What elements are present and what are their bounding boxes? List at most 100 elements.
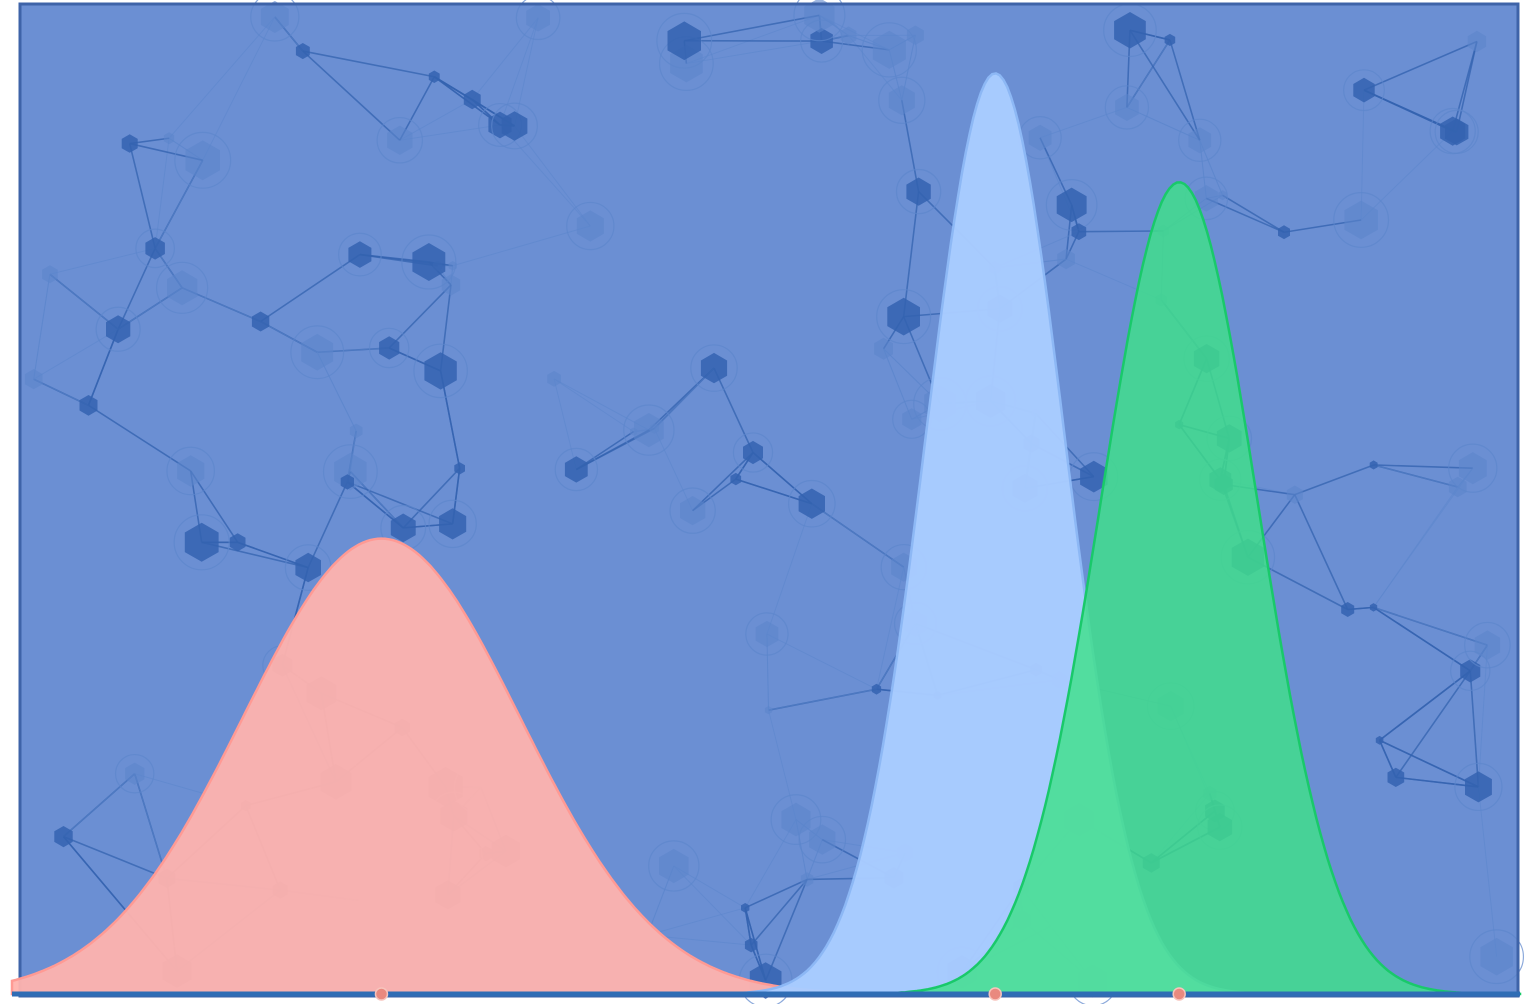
network-node-hexagon — [295, 43, 310, 60]
network-node-ring — [1429, 107, 1476, 155]
network-node-hexagon — [840, 26, 857, 45]
network-node-hexagon — [390, 513, 416, 543]
network-edge — [63, 773, 136, 837]
network-node-ring — [1448, 443, 1498, 493]
network-node-hexagon — [667, 21, 701, 61]
network-node-ring — [166, 446, 215, 496]
network-node-hexagon — [1369, 603, 1378, 612]
network-edge — [744, 878, 808, 909]
network-node-hexagon — [744, 937, 758, 953]
network-edge — [302, 50, 401, 141]
network-edge — [49, 273, 119, 330]
network-node-hexagon — [24, 369, 43, 390]
network-node-ring — [135, 228, 175, 269]
network-edge — [901, 100, 920, 192]
network-node-hexagon — [1341, 602, 1355, 617]
network-node-hexagon — [730, 472, 742, 486]
network-edge — [1395, 776, 1479, 788]
network-edge — [811, 503, 905, 568]
network-edge — [1294, 464, 1374, 496]
network-node-ring — [114, 753, 155, 794]
network-node-hexagon — [185, 140, 220, 181]
network-node-hexagon — [439, 508, 467, 540]
network-edge — [168, 16, 276, 139]
network-node-hexagon — [781, 802, 811, 837]
network-node-ring — [656, 12, 713, 69]
network-edge — [87, 328, 119, 406]
network-node-ring — [174, 131, 232, 189]
network-node-ring — [770, 794, 822, 845]
network-edge — [766, 633, 877, 690]
network-edge — [1169, 39, 1201, 141]
network-edge — [154, 138, 170, 249]
network-node-ring — [566, 201, 615, 251]
network-node-ring — [491, 102, 538, 150]
network-node-ring — [787, 479, 836, 528]
network-node-ring — [290, 325, 345, 380]
network-node-ring — [878, 76, 926, 124]
network-node-hexagon — [145, 237, 165, 260]
network-edge — [33, 378, 89, 406]
network-node-hexagon — [634, 413, 664, 448]
network-node-ring — [1104, 85, 1150, 130]
network-node-hexagon — [1344, 200, 1378, 240]
network-node-ring — [1469, 929, 1525, 985]
network-node-hexagon — [125, 762, 145, 785]
network-node-hexagon — [1057, 248, 1075, 270]
network-node-hexagon — [229, 533, 246, 552]
network-edge — [201, 541, 309, 569]
network-node-hexagon — [349, 423, 363, 439]
network-edge — [347, 481, 453, 525]
network-node-ring — [250, 0, 300, 42]
network-node-hexagon — [804, 0, 835, 33]
network-node-hexagon — [902, 408, 922, 431]
network-edge — [388, 284, 452, 349]
network-edge — [471, 17, 539, 100]
network-node-hexagon — [1353, 77, 1375, 103]
network-edge — [1039, 106, 1128, 139]
network-node-hexagon — [412, 243, 446, 281]
network-node-hexagon — [177, 455, 205, 487]
network-node-ring — [428, 499, 477, 549]
network-node-hexagon — [630, 427, 638, 436]
network-edge — [692, 451, 754, 512]
network-node-hexagon — [1071, 223, 1087, 241]
network-edge — [684, 14, 820, 42]
network-edge — [744, 819, 797, 909]
network-node-ring — [623, 404, 675, 456]
network-node-hexagon — [1387, 767, 1405, 787]
network-edge — [686, 14, 820, 65]
network-node-hexagon — [1440, 116, 1466, 146]
network-node-hexagon — [379, 336, 400, 360]
network-node-hexagon — [1474, 630, 1501, 660]
network-edge — [1395, 670, 1471, 778]
network-edge — [1078, 230, 1164, 233]
network-edge — [653, 367, 715, 429]
network-node-hexagon — [441, 274, 461, 296]
network-node-hexagon — [1194, 185, 1218, 212]
network-edge — [1360, 90, 1365, 220]
network-node-ring — [337, 232, 382, 277]
network-node-hexagon — [1080, 460, 1108, 493]
network-node-hexagon — [564, 456, 588, 483]
network-node-hexagon — [1458, 452, 1487, 485]
network-node-ring — [156, 261, 209, 314]
network-node-ring — [732, 432, 774, 473]
network-node-ring — [745, 612, 789, 656]
network-node-hexagon — [755, 620, 779, 648]
network-node-hexagon — [348, 241, 372, 268]
network-node-hexagon — [1188, 127, 1212, 154]
network-node-ring — [1343, 69, 1385, 112]
marker-layer — [374, 987, 1186, 1001]
network-edge — [1205, 197, 1285, 233]
network-node-hexagon — [1164, 33, 1176, 46]
network-node-ring — [798, 815, 847, 864]
network-node-hexagon — [1448, 476, 1467, 498]
mean-marker-1 — [374, 987, 389, 1001]
network-node-hexagon — [1286, 485, 1303, 504]
network-edge — [33, 274, 51, 380]
network-node-hexagon — [576, 210, 604, 242]
network-edge — [128, 143, 156, 249]
network-edge — [673, 865, 752, 946]
network-node-hexagon — [649, 423, 659, 434]
